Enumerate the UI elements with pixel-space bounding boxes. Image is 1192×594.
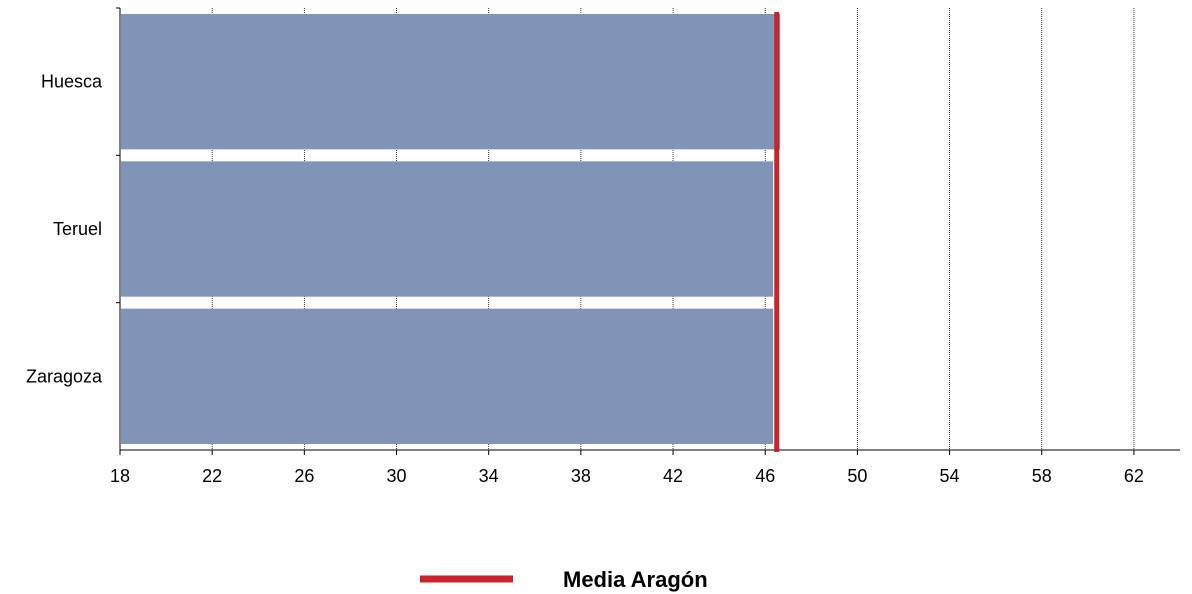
x-tick-label: 18 xyxy=(110,466,130,486)
x-tick-label: 46 xyxy=(755,466,775,486)
legend-label: Media Aragón xyxy=(563,567,708,592)
x-tick-label: 50 xyxy=(847,466,867,486)
x-tick-label: 42 xyxy=(663,466,683,486)
x-tick-label: 58 xyxy=(1032,466,1052,486)
x-tick-label: 30 xyxy=(387,466,407,486)
bars xyxy=(121,14,781,444)
bar-huesca xyxy=(121,14,781,150)
x-tick-label: 22 xyxy=(202,466,222,486)
x-tick-label: 26 xyxy=(294,466,314,486)
x-tick-label: 34 xyxy=(479,466,499,486)
x-tick-labels: 18 22 26 30 34 38 42 46 50 54 58 62 xyxy=(110,466,1144,486)
y-tick-labels: Huesca Teruel Zaragoza xyxy=(26,72,103,387)
y-tick-label: Huesca xyxy=(41,72,103,92)
x-tick-label: 38 xyxy=(571,466,591,486)
x-tick-label: 54 xyxy=(940,466,960,486)
bar-zaragoza xyxy=(121,308,774,444)
y-tick-label: Zaragoza xyxy=(26,366,103,386)
legend: Media Aragón xyxy=(420,567,708,592)
bar-teruel xyxy=(121,161,774,297)
y-tick-label: Teruel xyxy=(53,219,102,239)
axes xyxy=(116,7,1180,455)
x-tick-label: 62 xyxy=(1124,466,1144,486)
